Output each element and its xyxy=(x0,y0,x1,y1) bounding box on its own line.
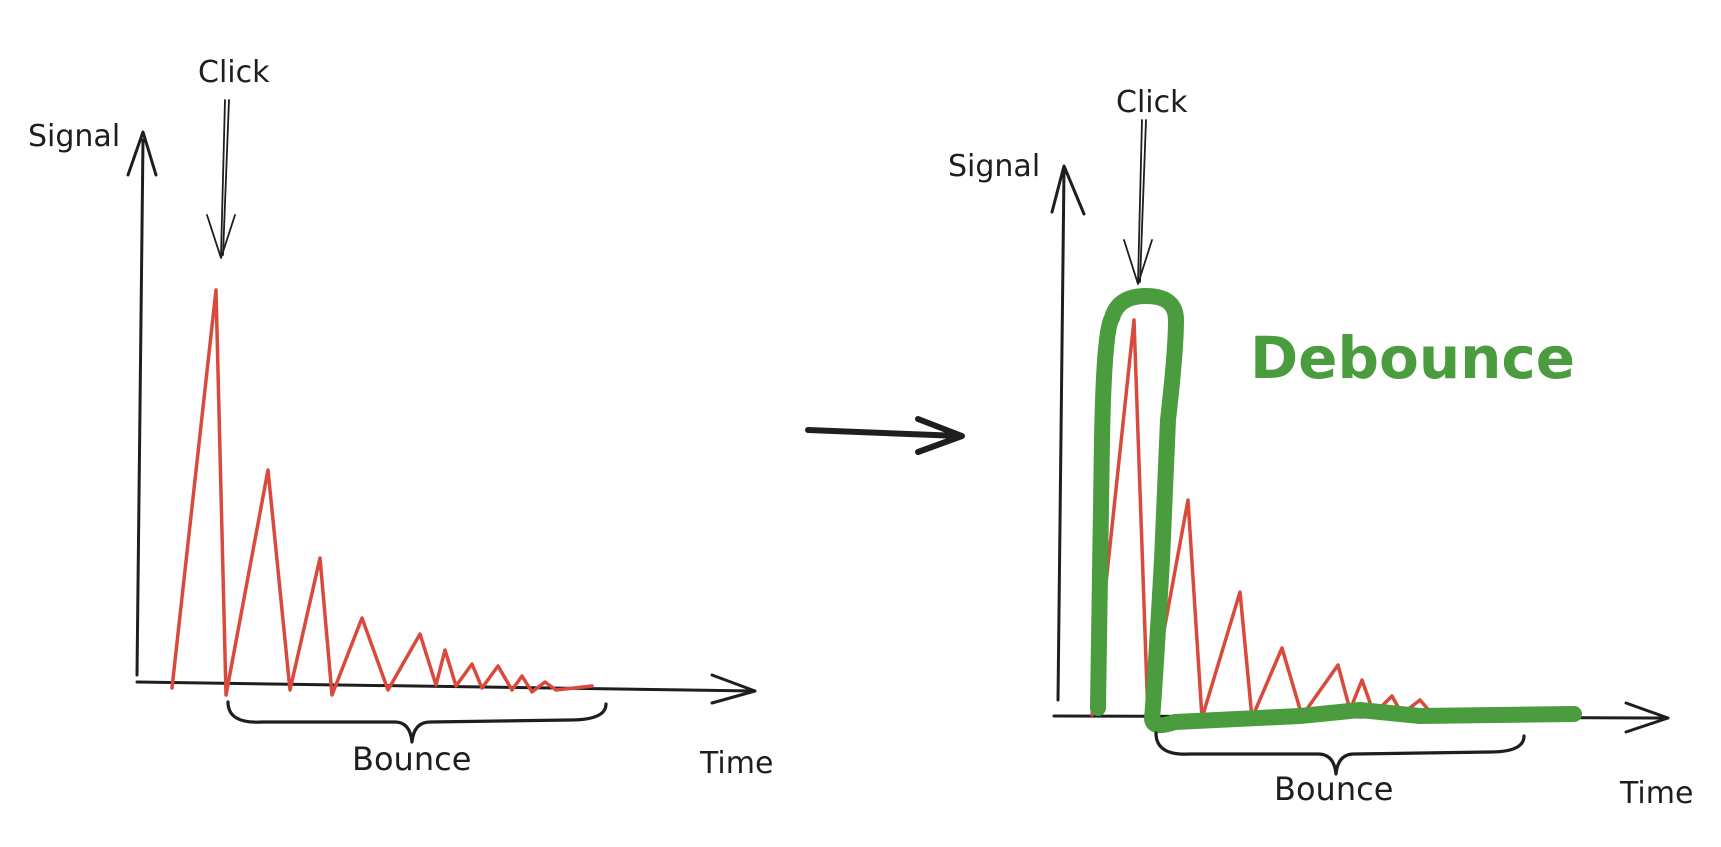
left-bounce-label: Bounce xyxy=(352,740,471,778)
right-bounce-label: Bounce xyxy=(1274,770,1393,808)
left-click-arrowhead xyxy=(206,214,236,259)
left-x-axis-arrowhead xyxy=(710,673,757,705)
left-bounce-signal xyxy=(170,288,594,697)
right-y-axis-arrowhead xyxy=(1050,164,1086,216)
right-diagram: Signal Click Bounce Time Debounce xyxy=(948,85,1693,811)
right-bounce-brace xyxy=(1154,731,1526,776)
left-x-axis-label: Time xyxy=(699,746,773,781)
left-click-label: Click xyxy=(198,55,270,90)
debounce-label: Debounce xyxy=(1250,324,1575,392)
transition-arrow xyxy=(805,416,965,455)
left-y-axis-arrowhead xyxy=(126,130,158,177)
left-diagram: Signal Click Bounce Time xyxy=(28,55,773,781)
right-click-label: Click xyxy=(1116,85,1188,120)
left-click-arrow xyxy=(220,99,226,256)
left-x-axis xyxy=(135,680,757,693)
right-click-arrow xyxy=(1137,119,1143,283)
right-y-axis-label: Signal xyxy=(948,149,1040,184)
right-click-arrowhead xyxy=(1123,239,1153,285)
right-debounced-signal xyxy=(1090,288,1582,734)
left-bounce-brace xyxy=(226,700,608,744)
left-y-axis-label: Signal xyxy=(28,119,120,154)
right-x-axis-arrowhead xyxy=(1624,701,1670,734)
right-y-axis xyxy=(1056,168,1066,702)
right-x-axis-label: Time xyxy=(1619,776,1693,811)
left-y-axis xyxy=(135,138,145,677)
